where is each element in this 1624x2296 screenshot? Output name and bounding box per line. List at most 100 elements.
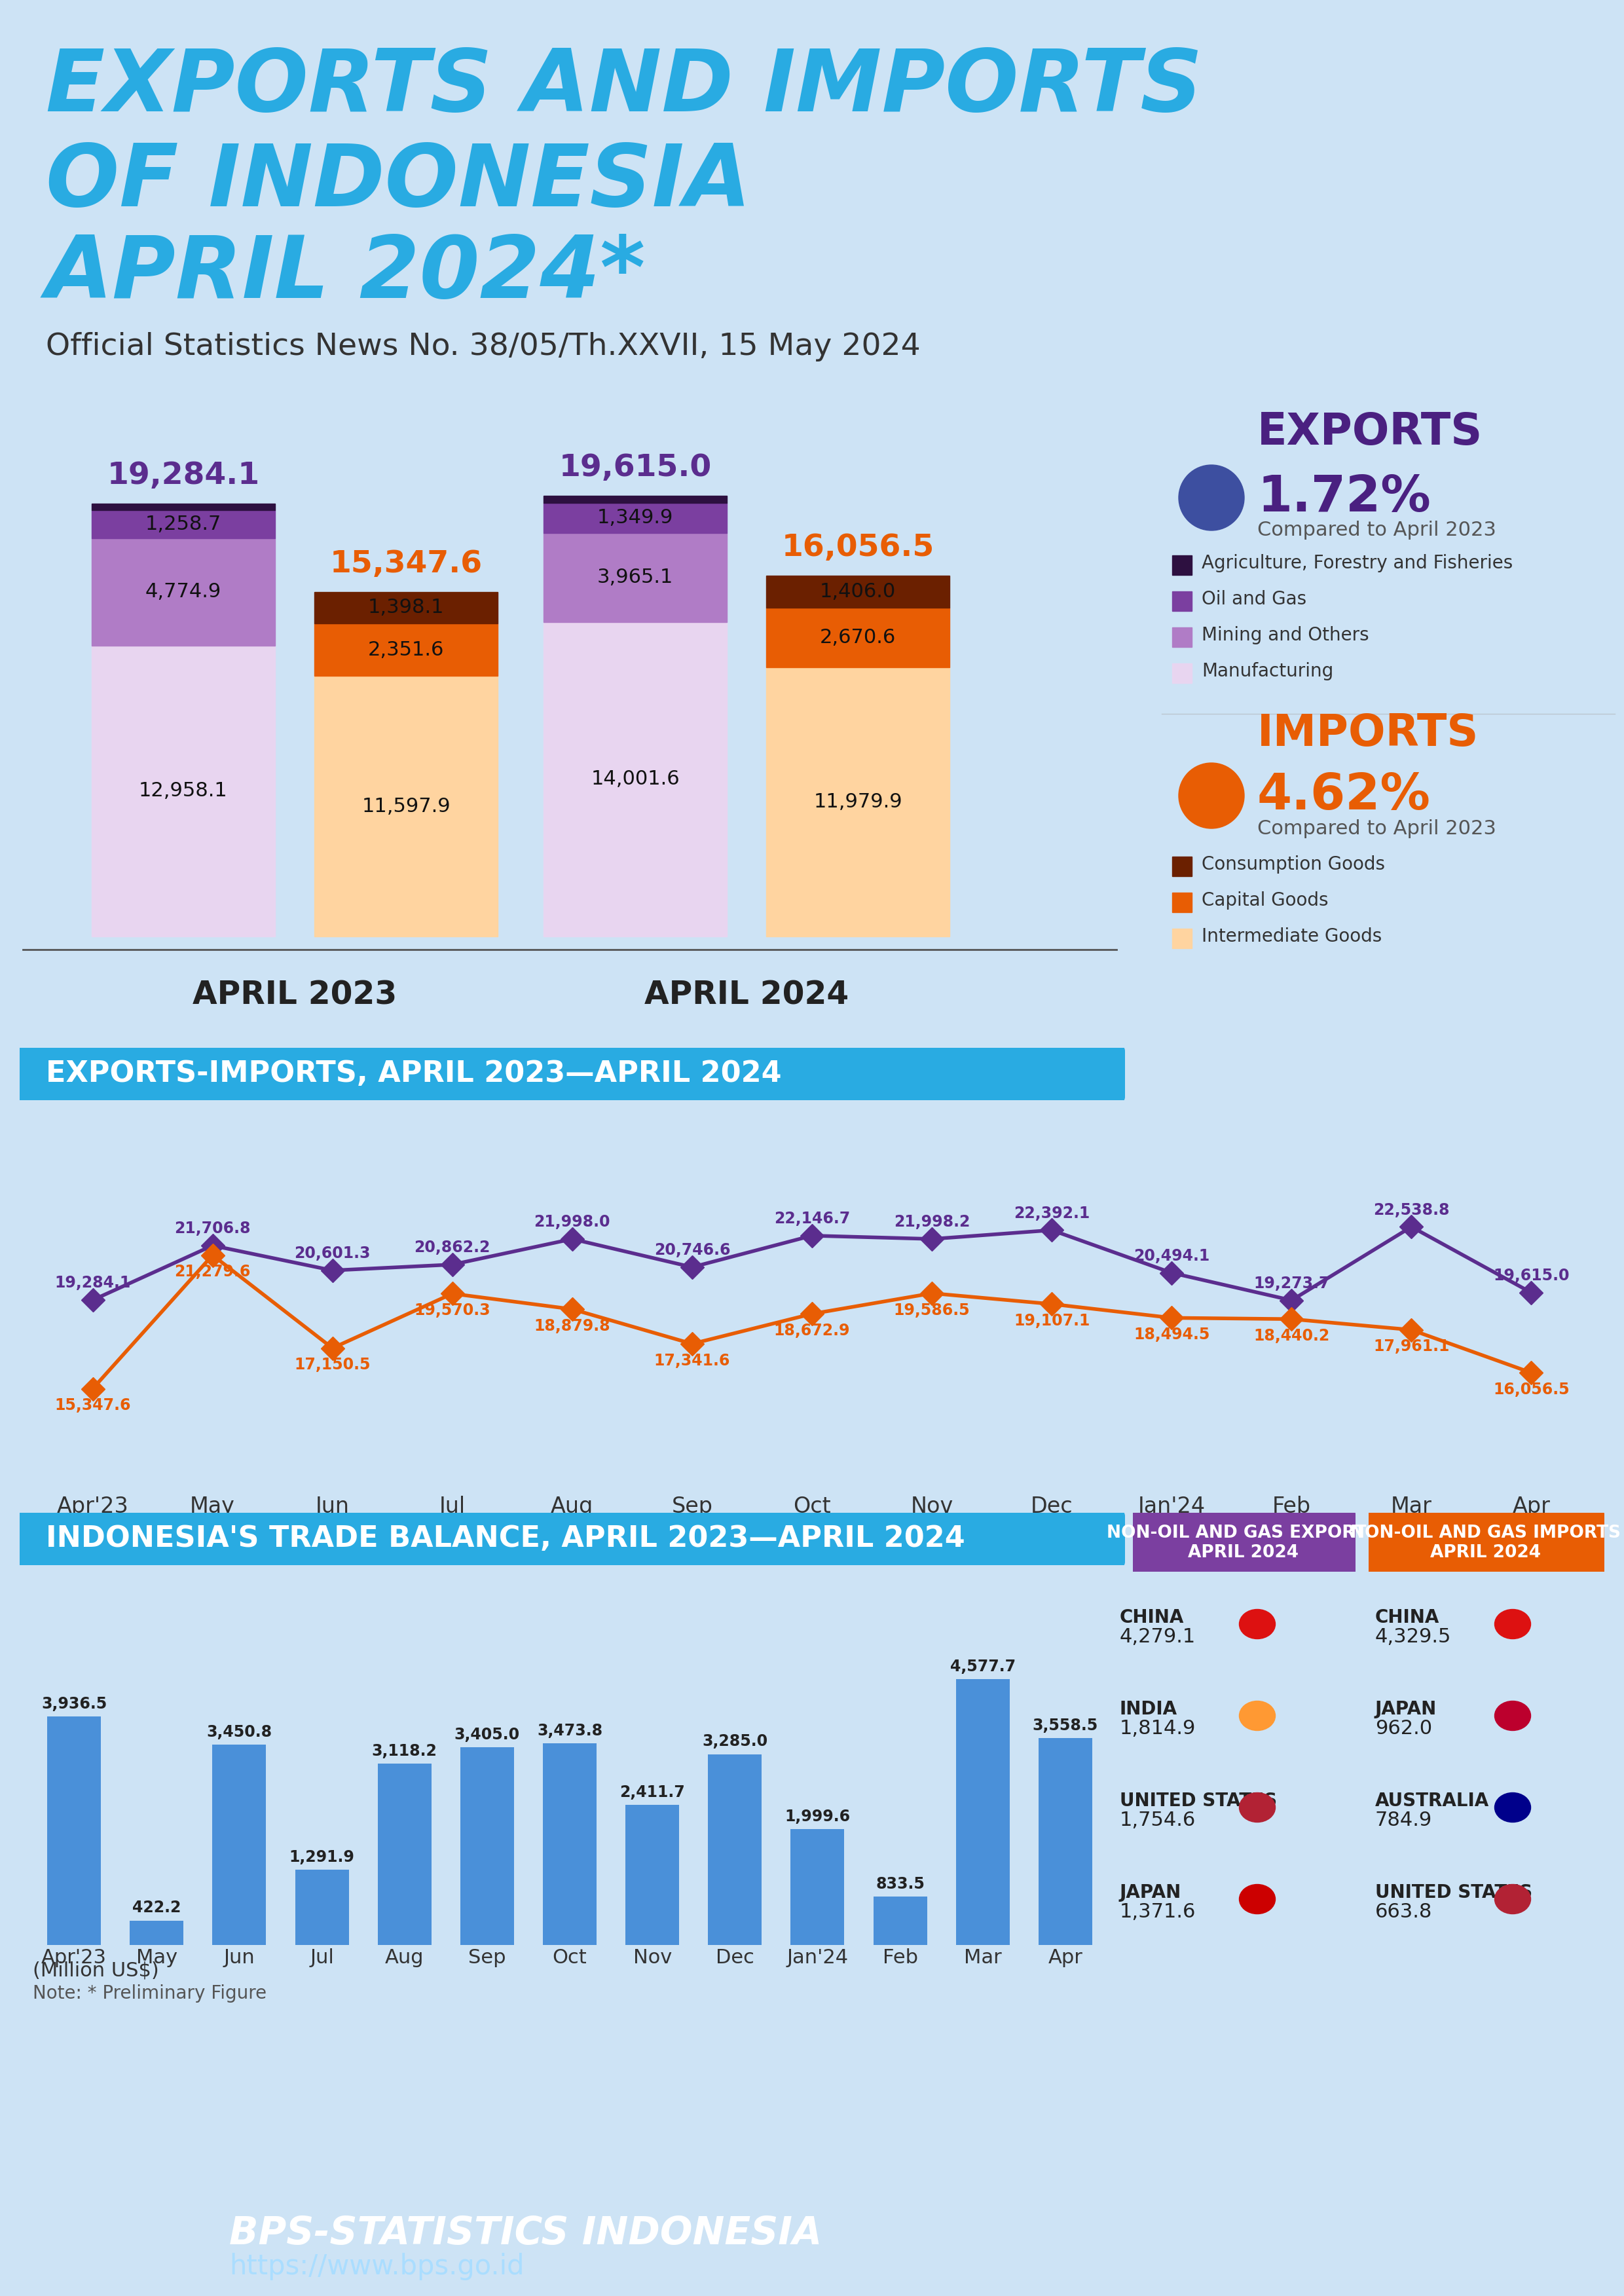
- Text: Official Statistics News No. 38/05/Th.XXVII, 15 May 2024: Official Statistics News No. 38/05/Th.XX…: [45, 333, 921, 363]
- Text: 3,965.1: 3,965.1: [598, 567, 674, 588]
- Ellipse shape: [1494, 1793, 1531, 1823]
- Text: 20,746.6: 20,746.6: [654, 1242, 731, 1258]
- Text: 2,411.7: 2,411.7: [620, 1784, 685, 1800]
- Text: 21,998.0: 21,998.0: [534, 1215, 611, 1231]
- Text: 18,672.9: 18,672.9: [775, 1322, 849, 1339]
- Text: OF INDONESIA: OF INDONESIA: [45, 140, 750, 225]
- Bar: [460, 1747, 513, 1945]
- Text: IMPORTS: IMPORTS: [1257, 712, 1479, 755]
- Bar: [1173, 664, 1192, 682]
- FancyBboxPatch shape: [15, 1511, 1125, 1568]
- Text: 3,118.2: 3,118.2: [372, 1743, 437, 1759]
- Bar: [767, 608, 950, 668]
- Text: 784.9: 784.9: [1376, 1812, 1432, 1830]
- Text: 4.62%: 4.62%: [1257, 771, 1431, 820]
- Text: INDONESIA'S TRADE BALANCE, APRIL 2023—APRIL 2024: INDONESIA'S TRADE BALANCE, APRIL 2023—AP…: [45, 1525, 965, 1552]
- Ellipse shape: [1494, 1885, 1531, 1915]
- Text: 15,347.6: 15,347.6: [330, 549, 482, 579]
- Text: EXPORTS-IMPORTS, APRIL 2023—APRIL 2024: EXPORTS-IMPORTS, APRIL 2023—APRIL 2024: [45, 1061, 781, 1088]
- Text: CHINA: CHINA: [1121, 1609, 1184, 1626]
- Text: 19,570.3: 19,570.3: [414, 1302, 490, 1318]
- Text: Oil and Gas: Oil and Gas: [1202, 590, 1306, 608]
- Bar: [767, 576, 950, 608]
- Bar: [1173, 592, 1192, 611]
- Ellipse shape: [1494, 1701, 1531, 1731]
- Text: 19,273.7: 19,273.7: [1254, 1277, 1330, 1290]
- Bar: [542, 1743, 596, 1945]
- Text: ❯❯: ❯❯: [1202, 781, 1221, 810]
- Bar: [544, 533, 728, 622]
- Text: ❯❯: ❯❯: [1202, 482, 1221, 512]
- Text: 2,351.6: 2,351.6: [369, 641, 443, 659]
- Text: 19,284.1: 19,284.1: [55, 1274, 132, 1290]
- Text: 11,979.9: 11,979.9: [814, 792, 903, 810]
- Bar: [315, 675, 497, 937]
- Text: 422.2: 422.2: [132, 1901, 180, 1915]
- Text: 14,001.6: 14,001.6: [591, 769, 679, 790]
- Bar: [544, 496, 728, 503]
- Text: 19,615.0: 19,615.0: [1492, 1267, 1569, 1283]
- Bar: [544, 622, 728, 937]
- Text: APRIL 2024*: APRIL 2024*: [45, 232, 646, 315]
- Text: 3,405.0: 3,405.0: [455, 1727, 520, 1743]
- Bar: [1173, 856, 1192, 877]
- Text: 17,341.6: 17,341.6: [654, 1352, 731, 1368]
- Text: 20,494.1: 20,494.1: [1134, 1249, 1210, 1263]
- Ellipse shape: [1239, 1793, 1275, 1823]
- Ellipse shape: [1179, 466, 1244, 530]
- Text: 17,150.5: 17,150.5: [294, 1357, 370, 1373]
- Text: 21,706.8: 21,706.8: [174, 1221, 250, 1238]
- Text: 2,670.6: 2,670.6: [820, 629, 896, 647]
- Bar: [91, 510, 274, 537]
- Text: 20,862.2: 20,862.2: [414, 1240, 490, 1256]
- Text: 1,258.7: 1,258.7: [145, 514, 221, 533]
- Text: 21,998.2: 21,998.2: [893, 1215, 970, 1231]
- Bar: [296, 1869, 349, 1945]
- Ellipse shape: [1239, 1609, 1275, 1639]
- Bar: [791, 1830, 844, 1945]
- Text: 18,440.2: 18,440.2: [1254, 1327, 1330, 1343]
- Bar: [91, 503, 274, 510]
- Text: 4,279.1: 4,279.1: [1121, 1628, 1195, 1646]
- Text: 3,450.8: 3,450.8: [206, 1724, 273, 1740]
- Text: EXPORTS: EXPORTS: [1257, 411, 1483, 455]
- Text: 22,392.1: 22,392.1: [1013, 1205, 1090, 1221]
- Text: Capital Goods: Capital Goods: [1202, 891, 1328, 909]
- Bar: [708, 1754, 762, 1945]
- Text: 1,406.0: 1,406.0: [820, 583, 896, 602]
- Bar: [1038, 1738, 1093, 1945]
- FancyBboxPatch shape: [1366, 1511, 1605, 1575]
- Text: JAPAN: JAPAN: [1121, 1883, 1182, 1901]
- Bar: [625, 1805, 679, 1945]
- FancyBboxPatch shape: [15, 1047, 1125, 1102]
- Text: 1,291.9: 1,291.9: [289, 1851, 354, 1864]
- Text: Note: * Preliminary Figure: Note: * Preliminary Figure: [32, 1984, 266, 2002]
- Text: 3,285.0: 3,285.0: [702, 1733, 768, 1750]
- Bar: [874, 1896, 927, 1945]
- Text: 663.8: 663.8: [1376, 1903, 1432, 1922]
- Bar: [1173, 928, 1192, 948]
- Text: 22,146.7: 22,146.7: [775, 1210, 849, 1226]
- Text: 833.5: 833.5: [875, 1876, 924, 1892]
- Text: Intermediate Goods: Intermediate Goods: [1202, 928, 1382, 946]
- Text: Consumption Goods: Consumption Goods: [1202, 856, 1385, 872]
- Ellipse shape: [1179, 762, 1244, 829]
- Text: 1,814.9: 1,814.9: [1121, 1720, 1195, 1738]
- Text: NON-OIL AND GAS EXPORTS
APRIL 2024: NON-OIL AND GAS EXPORTS APRIL 2024: [1108, 1525, 1379, 1561]
- Text: 19,284.1: 19,284.1: [107, 461, 260, 491]
- Text: Mining and Others: Mining and Others: [1202, 627, 1369, 645]
- Bar: [957, 1678, 1010, 1945]
- Bar: [315, 592, 497, 622]
- Text: EXPORTS AND IMPORTS: EXPORTS AND IMPORTS: [45, 46, 1202, 129]
- Bar: [91, 645, 274, 937]
- Text: 3,558.5: 3,558.5: [1033, 1717, 1098, 1733]
- Text: BPS-STATISTICS INDONESIA: BPS-STATISTICS INDONESIA: [229, 2216, 822, 2252]
- Text: UNITED STATES: UNITED STATES: [1376, 1883, 1533, 1901]
- Text: 4,577.7: 4,577.7: [950, 1658, 1015, 1674]
- Text: 1,371.6: 1,371.6: [1121, 1903, 1195, 1922]
- Text: 18,494.5: 18,494.5: [1134, 1327, 1210, 1343]
- Ellipse shape: [1239, 1885, 1275, 1915]
- Text: 19,615.0: 19,615.0: [559, 455, 711, 482]
- Text: Compared to April 2023: Compared to April 2023: [1257, 820, 1496, 838]
- Text: 4,774.9: 4,774.9: [145, 583, 221, 602]
